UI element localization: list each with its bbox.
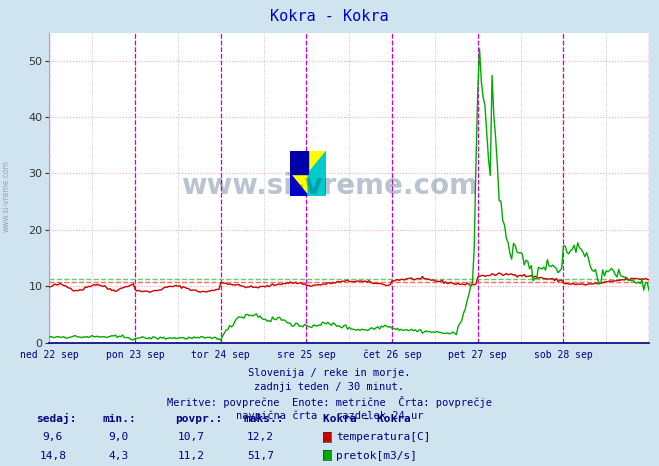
Text: sre 25 sep: sre 25 sep bbox=[277, 350, 336, 359]
Text: 14,8: 14,8 bbox=[40, 451, 66, 461]
Text: zadnji teden / 30 minut.: zadnji teden / 30 minut. bbox=[254, 382, 405, 392]
Text: povpr.:: povpr.: bbox=[175, 414, 222, 424]
Text: 9,6: 9,6 bbox=[43, 432, 63, 442]
Text: 11,2: 11,2 bbox=[178, 451, 204, 461]
Polygon shape bbox=[308, 151, 326, 196]
Text: Slovenija / reke in morje.: Slovenija / reke in morje. bbox=[248, 368, 411, 378]
Text: pet 27 sep: pet 27 sep bbox=[448, 350, 507, 359]
Text: Kokra - Kokra: Kokra - Kokra bbox=[270, 9, 389, 24]
Text: 4,3: 4,3 bbox=[109, 451, 129, 461]
Text: temperatura[C]: temperatura[C] bbox=[336, 432, 430, 442]
Text: www.si-vreme.com: www.si-vreme.com bbox=[2, 160, 11, 232]
Text: ned 22 sep: ned 22 sep bbox=[20, 350, 79, 359]
Text: 12,2: 12,2 bbox=[247, 432, 273, 442]
Text: 10,7: 10,7 bbox=[178, 432, 204, 442]
Polygon shape bbox=[290, 174, 308, 196]
Text: maks.:: maks.: bbox=[244, 414, 284, 424]
Text: 9,0: 9,0 bbox=[109, 432, 129, 442]
Text: pretok[m3/s]: pretok[m3/s] bbox=[336, 451, 417, 461]
Text: Meritve: povprečne  Enote: metrične  Črta: povprečje: Meritve: povprečne Enote: metrične Črta:… bbox=[167, 396, 492, 408]
Polygon shape bbox=[290, 151, 308, 174]
Text: Kokra - Kokra: Kokra - Kokra bbox=[323, 414, 411, 424]
Text: min.:: min.: bbox=[102, 414, 136, 424]
Text: 51,7: 51,7 bbox=[247, 451, 273, 461]
Text: pon 23 sep: pon 23 sep bbox=[105, 350, 165, 359]
Text: sedaj:: sedaj: bbox=[36, 413, 76, 424]
Text: www.si-vreme.com: www.si-vreme.com bbox=[181, 172, 478, 200]
Text: sob 28 sep: sob 28 sep bbox=[534, 350, 593, 359]
Text: navpična črta - razdelek 24 ur: navpična črta - razdelek 24 ur bbox=[236, 410, 423, 421]
Text: čet 26 sep: čet 26 sep bbox=[362, 350, 422, 360]
Text: tor 24 sep: tor 24 sep bbox=[191, 350, 250, 359]
